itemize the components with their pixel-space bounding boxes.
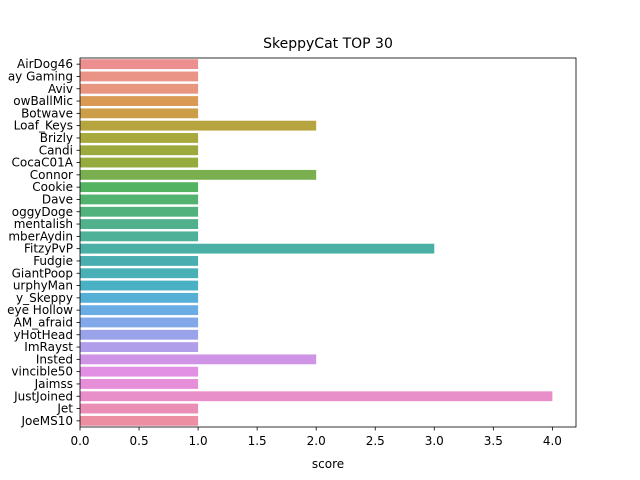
y-tick-label: JoeMS10 <box>20 414 73 428</box>
x-axis-title: score <box>312 457 344 471</box>
bar-22 <box>80 329 199 340</box>
y-tick-label: y_Skeppy <box>16 291 73 305</box>
bar-13 <box>80 219 199 229</box>
bar-28 <box>80 403 199 414</box>
y-tick-label: Loaf_Keys <box>14 119 73 133</box>
bar-19 <box>80 292 199 303</box>
x-tick-label: 3.0 <box>425 434 444 448</box>
y-tick-label: CocaC01A <box>11 156 73 170</box>
y-tick-label: mberAydin <box>8 229 73 243</box>
y-tick-label: vincible50 <box>11 365 73 379</box>
y-tick-label: mentalish <box>14 217 73 231</box>
y-tick-label: JustJoined <box>13 389 73 403</box>
y-tick-label: Fudgie <box>33 254 73 268</box>
y-tick-label: AM_afraid <box>14 315 73 329</box>
x-tick-label: 3.5 <box>484 434 503 448</box>
bar-27 <box>80 391 553 402</box>
bar-26 <box>80 379 199 389</box>
bar-5 <box>80 120 317 131</box>
bars-group <box>80 59 553 426</box>
x-tick-label: 2.0 <box>307 434 326 448</box>
bar-12 <box>80 206 199 217</box>
y-tick-label: Jet <box>56 402 73 416</box>
y-tick-label: Connor <box>30 168 73 182</box>
x-tick-label: 2.5 <box>366 434 385 448</box>
bar-15 <box>80 243 435 254</box>
x-tick-label: 0.0 <box>70 434 89 448</box>
bar-16 <box>80 256 199 266</box>
y-tick-label: eye Hollow <box>7 303 73 317</box>
x-axis-ticks: 0.0 0.5 1.0 1.5 2.0 2.5 3.0 3.5 4.0 <box>70 427 562 448</box>
x-tick-label: 0.5 <box>130 434 149 448</box>
y-tick-label: owBallMic <box>13 94 73 108</box>
y-tick-label: oggyDoge <box>12 205 73 219</box>
y-tick-label: Insted <box>36 352 73 366</box>
y-tick-label: urphyMan <box>13 279 73 293</box>
bar-11 <box>80 194 199 205</box>
bar-23 <box>80 342 199 352</box>
y-tick-label: ImRayst <box>24 340 73 354</box>
bar-9 <box>80 169 317 180</box>
bar-10 <box>80 182 199 193</box>
bar-7 <box>80 145 199 156</box>
bar-4 <box>80 108 199 119</box>
plot-area-frame <box>79 57 577 428</box>
y-tick-label: Cookie <box>32 180 73 194</box>
bar-14 <box>80 231 199 242</box>
bar-17 <box>80 268 199 279</box>
x-tick-label: 4.0 <box>543 434 562 448</box>
y-tick-label: GiantPoop <box>12 266 73 280</box>
y-tick-label: Jaimss <box>34 377 73 391</box>
bar-2 <box>80 83 199 94</box>
y-tick-label: Dave <box>42 192 73 206</box>
bar-24 <box>80 354 317 365</box>
bar-29 <box>80 415 199 426</box>
bar-8 <box>80 157 199 168</box>
y-tick-label: Candi <box>39 143 73 157</box>
bar-20 <box>80 305 199 316</box>
x-tick-label: 1.5 <box>248 434 267 448</box>
y-tick-label: Brizly <box>40 131 73 145</box>
y-tick-label: yHotHead <box>13 328 73 342</box>
bar-3 <box>80 96 199 106</box>
chart-title: SkeppyCat TOP 30 <box>263 36 393 52</box>
bar-21 <box>80 317 199 328</box>
bar-25 <box>80 366 199 377</box>
bar-0 <box>80 59 199 70</box>
bar-1 <box>80 71 199 82</box>
y-tick-label: FitzyPvP <box>24 242 73 256</box>
bar-18 <box>80 280 199 291</box>
y-tick-label: Aviv <box>48 82 73 96</box>
y-tick-label: Botwave <box>21 106 73 120</box>
bar-6 <box>80 133 199 143</box>
y-tick-label: AirDog46 <box>17 57 73 71</box>
x-tick-label: 1.0 <box>189 434 208 448</box>
y-tick-label: ay Gaming <box>8 69 73 83</box>
